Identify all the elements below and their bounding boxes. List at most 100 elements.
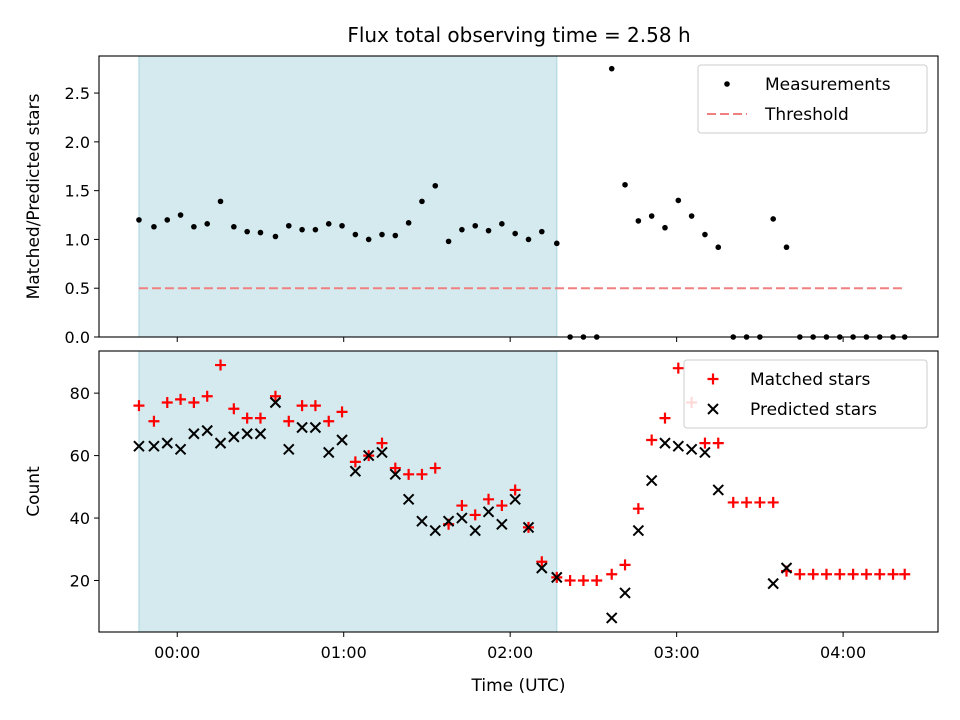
predicted-star-point bbox=[254, 428, 267, 440]
bottom-y-tick-label: 20 bbox=[70, 571, 90, 590]
matched-star-point bbox=[646, 434, 658, 446]
measurement-point bbox=[136, 217, 142, 223]
measurement-point bbox=[715, 244, 722, 251]
predicted-star-point bbox=[269, 396, 282, 409]
measurement-point bbox=[485, 227, 492, 234]
matched-star-point bbox=[309, 400, 321, 412]
chart-title: Flux total observing time = 2.58 h bbox=[347, 23, 690, 47]
matched-star-point bbox=[754, 496, 766, 508]
matched-star-point bbox=[672, 362, 684, 374]
predicted-star-point bbox=[214, 437, 227, 449]
measurement-point bbox=[339, 222, 345, 229]
matched-star-point bbox=[254, 412, 266, 424]
measurement-point bbox=[217, 198, 224, 205]
bottom-x-axis-label: Time (UTC) bbox=[471, 676, 566, 696]
matched-star-point bbox=[201, 390, 213, 402]
matched-star-point bbox=[133, 400, 145, 412]
matched-star-point bbox=[269, 390, 281, 402]
measurement-point bbox=[608, 65, 615, 72]
measurement-point bbox=[272, 233, 279, 240]
matched-star-point bbox=[632, 503, 644, 515]
measurement-point bbox=[525, 236, 532, 243]
matched-star-point bbox=[887, 568, 899, 580]
top-y-tick-label: 1.0 bbox=[65, 230, 90, 249]
matched-star-point bbox=[536, 556, 548, 568]
matched-star-point bbox=[416, 468, 428, 480]
top-legend: Measurements Threshold bbox=[697, 64, 928, 134]
matched-star-point bbox=[403, 468, 415, 480]
measurement-point bbox=[459, 226, 465, 233]
measurement-point bbox=[662, 224, 668, 231]
top-y-tick-label: 2.5 bbox=[65, 84, 90, 103]
predicted-star-point bbox=[672, 440, 685, 452]
predicted-star-point bbox=[522, 521, 535, 534]
matched-star-point bbox=[767, 496, 779, 508]
measurement-point bbox=[512, 230, 518, 237]
matched-star-point bbox=[834, 568, 846, 580]
predicted-star-point bbox=[606, 612, 618, 624]
bottom-panel: 00:00 01:00 02:00 03:00 04:00 20 40 60 80 Count Ti… bbox=[24, 350, 939, 696]
matched-star-point bbox=[741, 496, 753, 508]
matched-star-point bbox=[794, 568, 806, 580]
measurement-point bbox=[151, 223, 157, 230]
predicted-star-point bbox=[659, 437, 671, 449]
predicted-star-point bbox=[767, 577, 779, 590]
matched-star-point bbox=[659, 412, 671, 424]
measurement-point bbox=[405, 220, 412, 226]
measurement-point bbox=[432, 182, 439, 189]
measurement-point bbox=[675, 197, 682, 204]
matched-star-point bbox=[712, 437, 724, 449]
measurement-point bbox=[539, 228, 545, 235]
matched-star-point bbox=[591, 574, 603, 586]
predicted-star-point bbox=[336, 434, 348, 446]
predicted-star-point bbox=[482, 506, 495, 518]
matched-star-point bbox=[577, 574, 589, 586]
matched-star-point bbox=[376, 437, 388, 449]
matched-star-point bbox=[336, 406, 348, 418]
measurement-point bbox=[204, 221, 211, 227]
matched-star-point bbox=[847, 568, 859, 580]
predicted-star-point bbox=[619, 587, 631, 599]
matched-star-point bbox=[323, 415, 335, 427]
measurement-point bbox=[635, 218, 642, 224]
bottom-x-tick-label: 00:00 bbox=[154, 643, 200, 662]
matched-star-point bbox=[899, 568, 911, 580]
top-shaded-span bbox=[138, 55, 558, 338]
matched-star-point bbox=[820, 568, 832, 580]
predicted-star-point bbox=[309, 421, 322, 434]
predicted-star-point bbox=[323, 446, 335, 459]
predicted-star-point bbox=[645, 474, 658, 487]
matched-star-point bbox=[564, 574, 576, 586]
predicted-star-point bbox=[456, 512, 468, 524]
predicted-star-point bbox=[416, 515, 428, 527]
matched-star-point bbox=[389, 462, 401, 474]
predicted-star-point bbox=[228, 431, 240, 443]
top-y-tick-label: 0.5 bbox=[65, 279, 90, 298]
matched-star-point bbox=[619, 559, 631, 571]
legend-predicted-swatch bbox=[707, 403, 719, 415]
legend-matched-swatch bbox=[707, 373, 719, 385]
predicted-star-point bbox=[349, 465, 362, 477]
matched-star-point bbox=[349, 456, 361, 468]
measurement-point bbox=[379, 231, 385, 238]
predicted-star-point bbox=[201, 424, 213, 437]
measurement-point bbox=[783, 244, 790, 251]
measurement-point bbox=[325, 221, 332, 227]
predicted-star-point bbox=[632, 524, 645, 537]
matched-star-point bbox=[606, 568, 618, 580]
matched-star-point bbox=[456, 500, 468, 512]
matched-star-point bbox=[228, 403, 240, 415]
measurement-point bbox=[191, 223, 197, 230]
predicted-star-point bbox=[133, 440, 145, 452]
predicted-star-point bbox=[188, 428, 200, 440]
matched-star-point bbox=[175, 393, 187, 405]
legend-entry-label: Threshold bbox=[764, 105, 849, 125]
matched-star-point bbox=[296, 400, 308, 412]
top-y-tick-label: 0.0 bbox=[65, 328, 90, 347]
bottom-legend: Matched stars Predicted stars bbox=[683, 359, 928, 429]
predicted-star-point bbox=[509, 493, 521, 506]
predicted-star-point bbox=[296, 421, 308, 434]
measurement-point bbox=[299, 226, 305, 233]
measurement-point bbox=[352, 231, 359, 238]
